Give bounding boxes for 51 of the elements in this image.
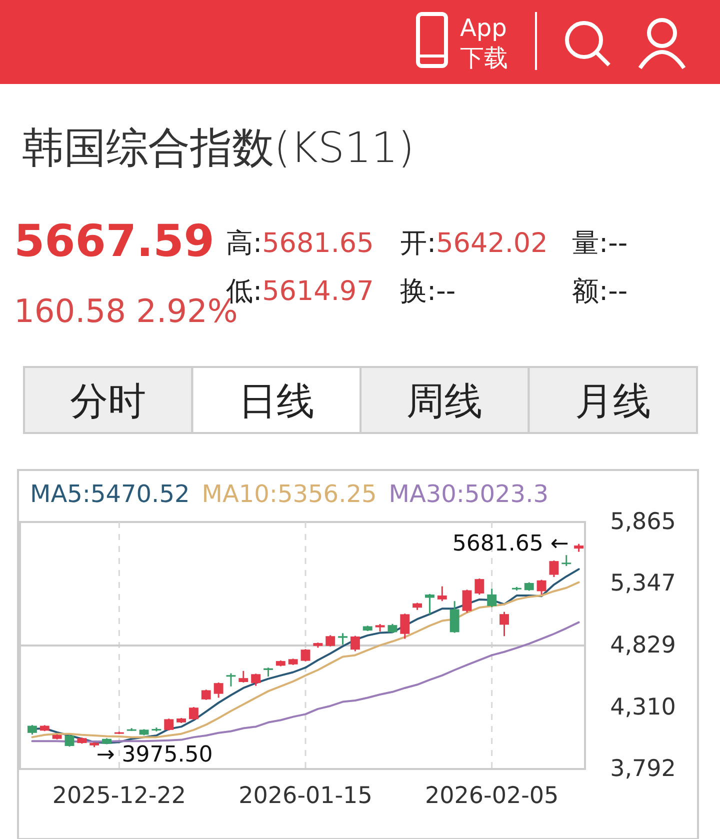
candlestick <box>201 688 211 701</box>
candlestick <box>562 554 572 567</box>
text: MA30:5023.3 <box>388 480 548 508</box>
candlestick <box>338 632 348 646</box>
x-tick-label: 2025-12-22 <box>52 783 186 809</box>
candlestick <box>536 579 546 596</box>
candlestick <box>437 586 447 602</box>
text: 额:-- <box>572 276 628 307</box>
text: 日线 <box>238 379 314 423</box>
annotation: 5681.65 ← <box>452 531 569 556</box>
text: 5667.59 <box>14 216 214 267</box>
candlestick <box>500 611 509 637</box>
text: 下载 <box>460 44 508 72</box>
candlestick <box>214 682 224 698</box>
candlestick <box>251 672 261 687</box>
candlestick <box>238 670 248 684</box>
text: App <box>460 14 507 42</box>
candlestick <box>164 718 174 732</box>
y-tick-label: 4,829 <box>610 632 676 658</box>
text: MA10:5356.25 <box>202 480 377 508</box>
candlestick <box>64 734 74 748</box>
annotation: → 3975.50 <box>96 742 213 768</box>
y-tick-label: 3,792 <box>610 756 676 782</box>
candlestick <box>326 634 336 648</box>
text: 开:5642.02 <box>400 228 548 259</box>
text: 量:-- <box>572 228 628 259</box>
candlestick <box>450 600 460 634</box>
text: 换:-- <box>400 276 456 307</box>
candlestick <box>462 588 472 614</box>
candlestick <box>188 706 198 721</box>
candlestick <box>474 578 484 596</box>
candlestick <box>350 635 360 652</box>
x-tick-label: 2026-01-15 <box>238 783 372 809</box>
y-tick-label: 4,310 <box>610 694 676 720</box>
candlestick <box>487 588 497 608</box>
text: 周线 <box>406 379 483 423</box>
chart-title: 韩国综合指数(KS11) <box>22 123 414 172</box>
y-tick-label: 5,865 <box>610 509 676 535</box>
y-tick-label: 5,347 <box>610 570 676 597</box>
line-series <box>31 621 580 742</box>
candlestick <box>425 593 434 615</box>
candlestick <box>549 560 559 578</box>
candlestick <box>300 648 310 662</box>
candlestick <box>27 724 37 736</box>
x-tick-label: 2026-02-05 <box>424 783 559 809</box>
text: 高:5681.65 <box>226 228 374 259</box>
candlestick <box>226 672 236 688</box>
candlestick <box>400 612 410 640</box>
text: MA5:5470.52 <box>30 480 190 508</box>
text: 分时 <box>70 379 146 423</box>
text: 月线 <box>574 379 651 423</box>
